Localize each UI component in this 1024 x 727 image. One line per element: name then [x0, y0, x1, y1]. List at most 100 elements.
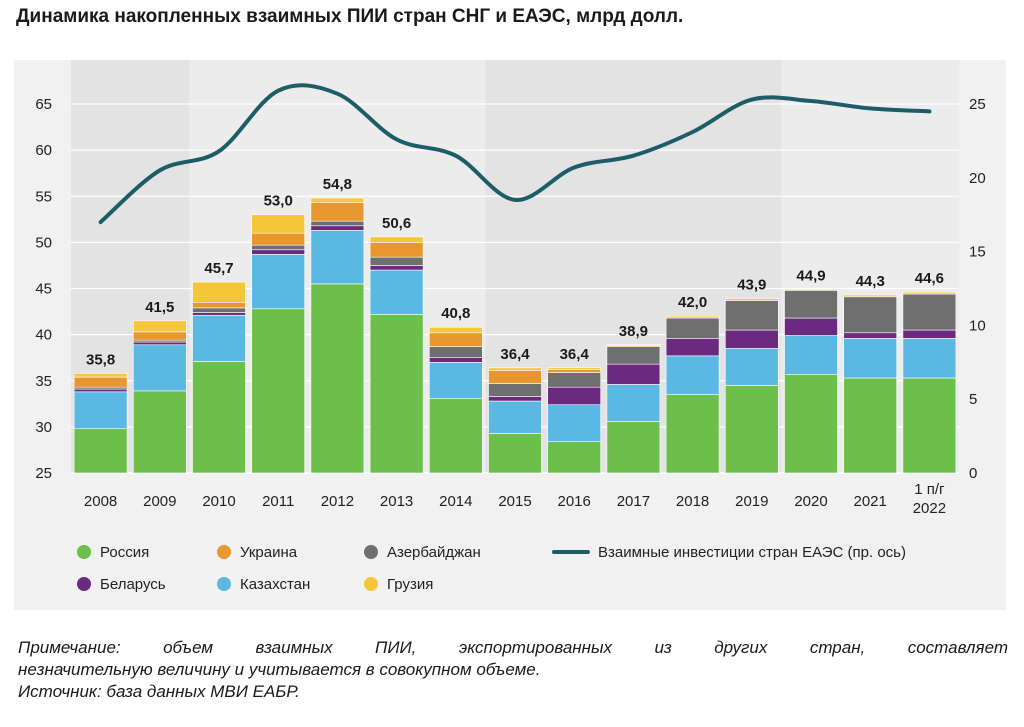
bar-segment-azerbaijan [192, 307, 246, 313]
x-tick-label: 1 п/г [914, 481, 945, 498]
bar-segment-belarus [133, 341, 187, 346]
x-tick-label: 2009 [143, 493, 176, 510]
legend-dot-kazakhstan [217, 577, 231, 591]
bar-segment-georgia [251, 214, 305, 234]
y-left-tick-label: 35 [35, 373, 52, 390]
bar-segment-azerbaijan [251, 244, 305, 251]
bar-segment-kazakhstan [133, 344, 187, 392]
legend-label: Азербайджан [387, 544, 481, 561]
bar-segment-russia [428, 397, 483, 474]
bar-total-label: 36,4 [560, 346, 590, 363]
bar-segment-russia [133, 390, 187, 474]
bar-segment-kazakhstan [547, 404, 602, 442]
bar-total-label: 35,8 [86, 351, 115, 368]
bar-segment-belarus [488, 396, 542, 402]
bar-segment-kazakhstan [369, 269, 424, 315]
bar-segment-azerbaijan [428, 346, 483, 358]
chart-title: Динамика накопленных взаимных ПИИ стран … [16, 6, 684, 27]
chart: 25 30 35 40 45 50 55 60 65 0 5 10 15 20 25 35,8 2008 41,5… [35, 60, 986, 593]
legend-dot-belarus [77, 577, 91, 591]
bar-total-label: 54,8 [323, 176, 352, 193]
y-right-tick-label: 0 [969, 465, 977, 482]
bar-segment-georgia [547, 367, 602, 370]
line-series-eaeu [98, 83, 932, 225]
y-right-tick-label: 25 [969, 96, 986, 113]
bar-segment-kazakhstan [784, 335, 838, 375]
y-left-tick-label: 65 [35, 96, 52, 113]
y-right-tick-label: 10 [969, 317, 986, 334]
bar-total-label: 43,9 [737, 277, 766, 294]
bar-segment-russia [547, 441, 602, 474]
bar-segment-russia [843, 377, 898, 474]
x-tick-label: 2013 [380, 493, 413, 510]
y-left-tick-label: 60 [35, 142, 52, 159]
bar-segment-belarus [251, 249, 305, 255]
x-tick-label: 2012 [321, 493, 354, 510]
legend-label: Россия [100, 544, 149, 561]
bar-segment-azerbaijan [784, 290, 838, 319]
bar-segment-belarus [547, 386, 602, 406]
x-tick-label: 2017 [617, 493, 650, 510]
bar-segment-kazakhstan [665, 355, 720, 395]
bar-segment-belarus [724, 329, 779, 349]
bar-segment-azerbaijan [310, 220, 365, 227]
bar-segment-georgia [606, 344, 661, 346]
x-tick-label: 2010 [202, 493, 235, 510]
bar-segment-ukraine [369, 242, 424, 258]
bar-segment-georgia [665, 315, 720, 319]
x-tick-label: 2008 [84, 493, 117, 510]
bar-segment-georgia [192, 281, 246, 303]
bar-segment-georgia [133, 320, 187, 333]
bar-segment-azerbaijan [547, 372, 602, 388]
y-left-tick-label: 50 [35, 234, 52, 251]
legend-dot-georgia [364, 577, 378, 591]
x-tick-label: 2011 [262, 493, 294, 510]
legend-label: Взаимные инвестиции стран ЕАЭС (пр. ось) [598, 544, 906, 561]
bar-segment-russia [784, 373, 838, 474]
legend-label: Украина [240, 544, 298, 561]
x-tick-label: 2021 [854, 493, 887, 510]
legend-dot-russia [77, 545, 91, 559]
x-tick-label: 2018 [676, 493, 709, 510]
bar-segment-azerbaijan [724, 300, 779, 331]
bar-segment-azerbaijan [606, 346, 661, 365]
bar-segment-azerbaijan [369, 256, 424, 266]
legend-dot-ukraine [217, 545, 231, 559]
x-tick-label: 2020 [794, 493, 827, 510]
bar-segment-georgia [902, 291, 957, 295]
bar-segment-azerbaijan [843, 296, 898, 334]
bar-segment-russia [310, 283, 365, 474]
bar-segment-russia [73, 428, 128, 474]
bar-total-label: 44,9 [796, 267, 825, 284]
bar-segment-georgia [488, 367, 542, 371]
bar-segment-georgia [784, 289, 838, 291]
bar-total-label: 45,7 [204, 260, 233, 277]
note-line-1: Примечание: объем взаимных ПИИ, экспорти… [18, 638, 1008, 657]
x-tick-label: 2022 [913, 500, 946, 517]
bar-segment-belarus [665, 338, 720, 357]
bar-segment-georgia [428, 326, 483, 334]
bar-segment-georgia [73, 373, 128, 378]
bar-segment-azerbaijan [902, 293, 957, 331]
bar-segment-ukraine [547, 369, 602, 373]
bar-total-label: 53,0 [264, 193, 293, 210]
bar-segment-ukraine [73, 376, 128, 388]
bar-segment-kazakhstan [251, 254, 305, 310]
bar-total-label: 38,9 [619, 323, 648, 340]
y-right-tick-label: 5 [969, 391, 977, 408]
y-left-tick-label: 55 [35, 188, 52, 205]
notes: Примечание: объем взаимных ПИИ, экспорти… [18, 637, 1008, 703]
y-left-tick-label: 45 [35, 281, 52, 298]
bar-segment-georgia [310, 197, 365, 204]
bar-segment-kazakhstan [73, 391, 128, 430]
bar-segment-ukraine [133, 331, 187, 341]
bar-segment-belarus [784, 317, 838, 336]
bar-segment-georgia [369, 236, 424, 243]
bar-segment-azerbaijan [665, 317, 720, 339]
bar-segment-kazakhstan [724, 348, 779, 386]
bar-segment-belarus [192, 312, 246, 316]
bar-segment-kazakhstan [488, 400, 542, 434]
x-tick-label: 2016 [558, 493, 591, 510]
bar-total-label: 44,6 [915, 270, 944, 287]
bar-segment-ukraine [251, 232, 305, 246]
